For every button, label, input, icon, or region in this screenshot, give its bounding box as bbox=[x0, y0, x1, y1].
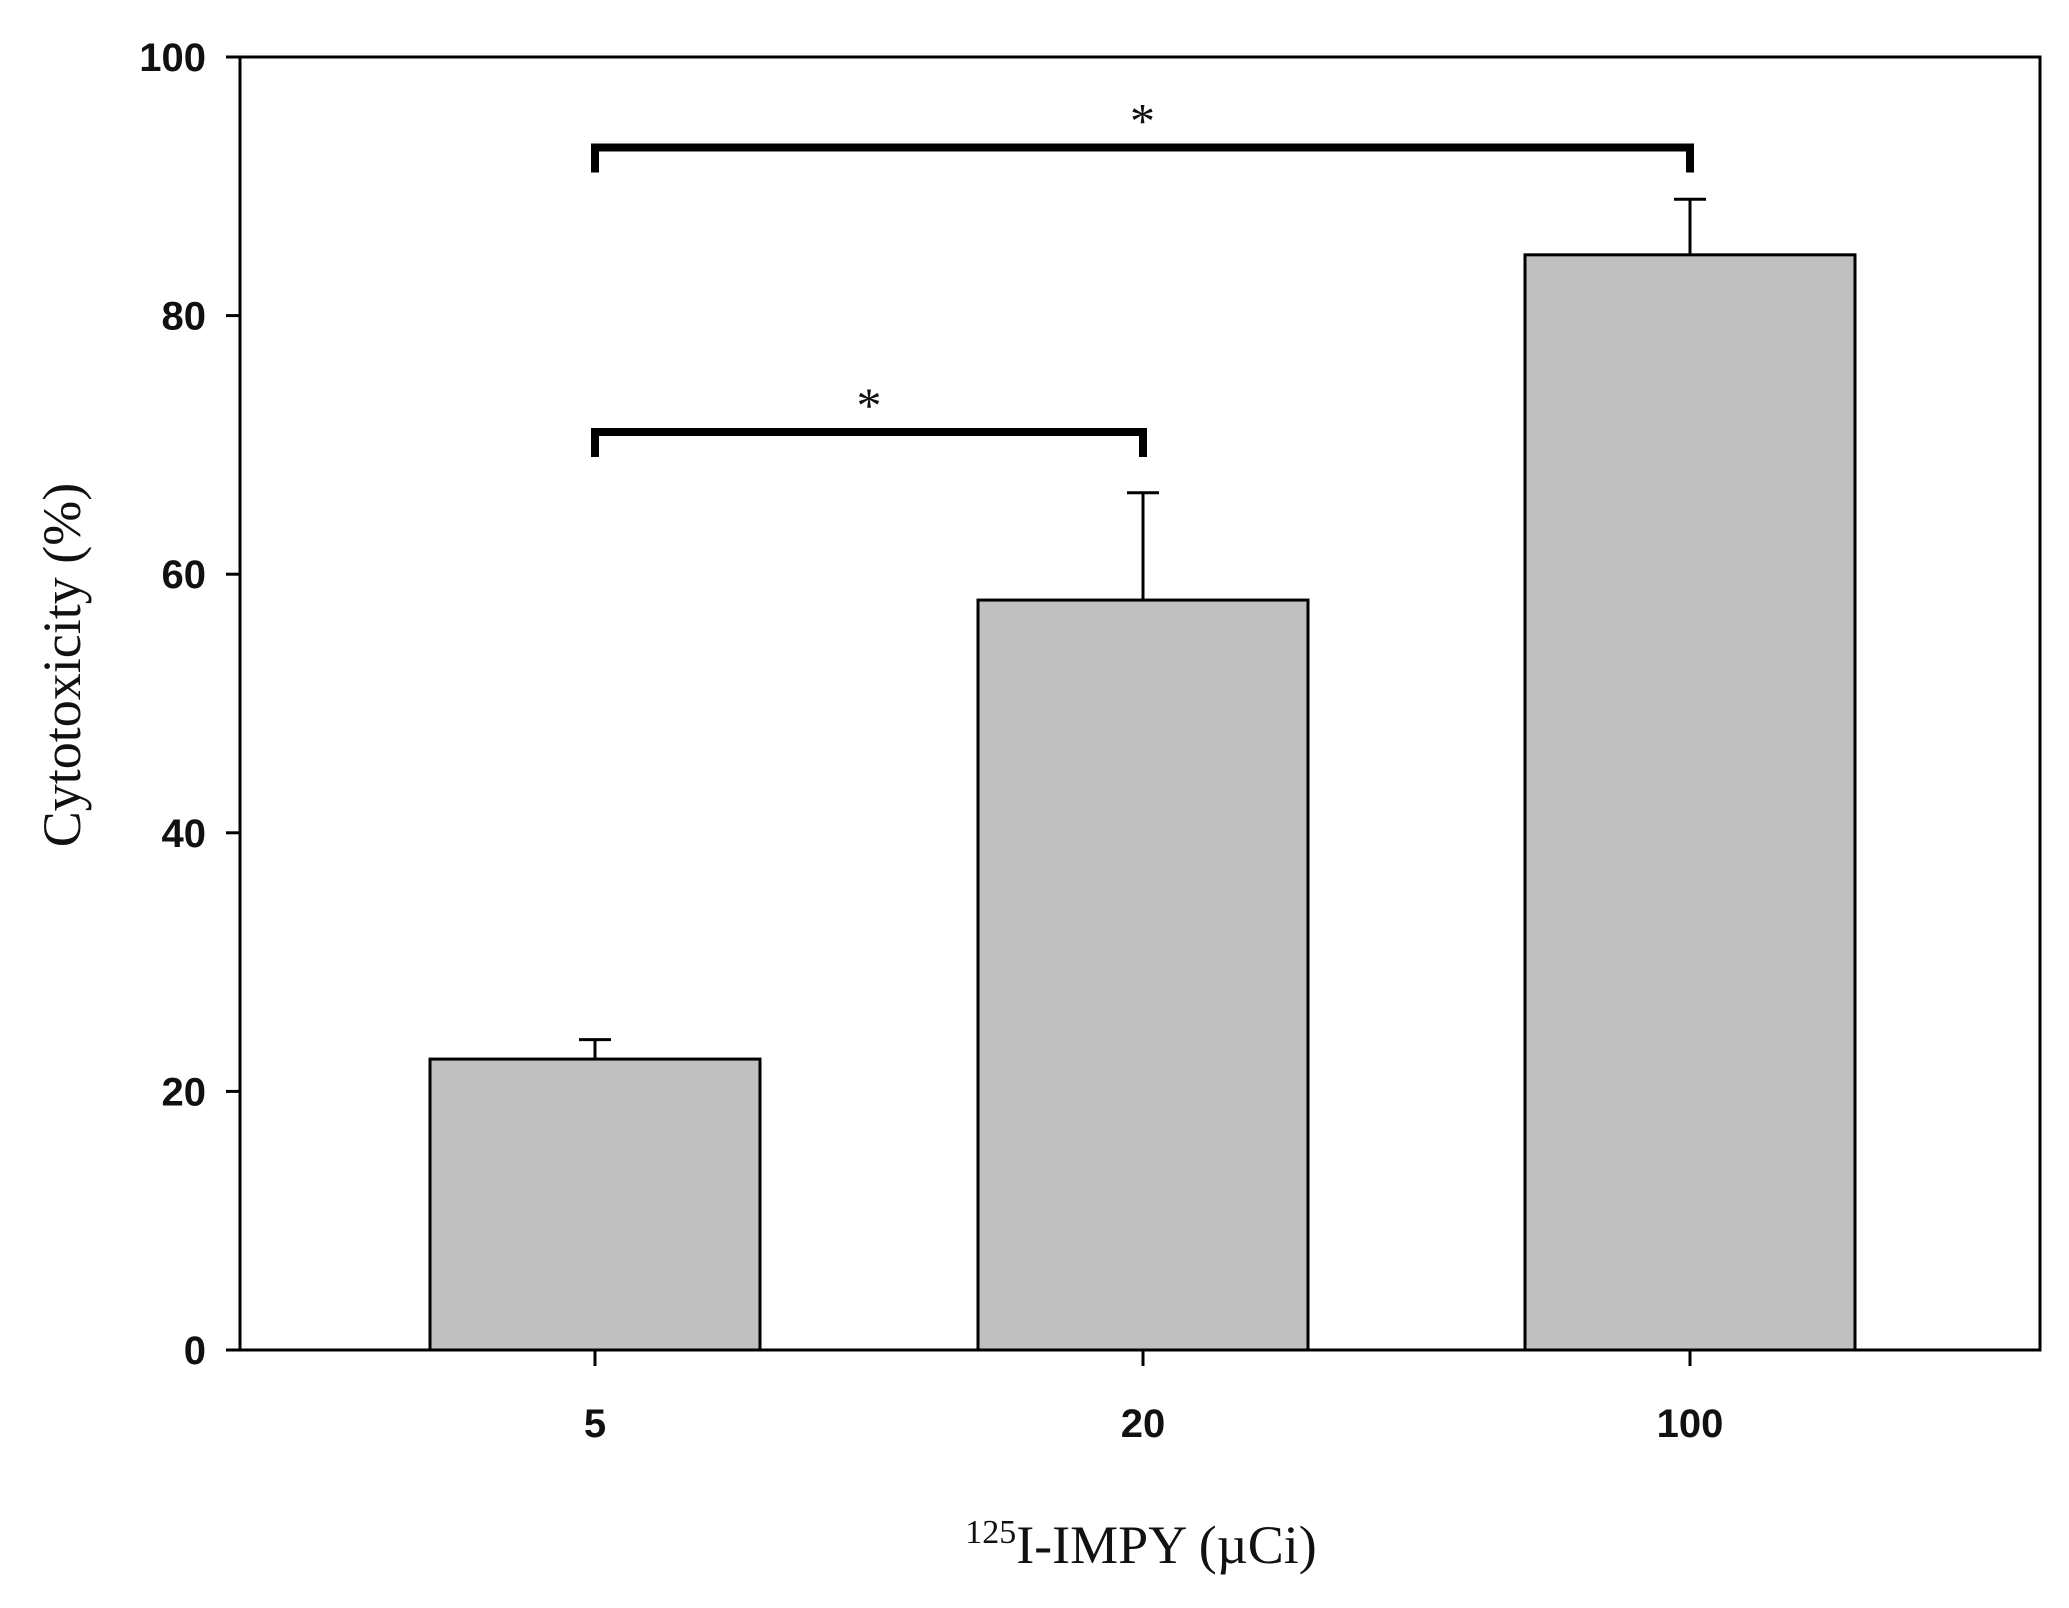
ticks-layer: 0 20 40 60 80 100 5 20 100 bbox=[139, 36, 1723, 1446]
x-tick-label-5: 5 bbox=[584, 1402, 606, 1446]
x-axis-title: 125I-IMPY (µCi) bbox=[965, 1514, 1317, 1575]
x-tick-label-100: 100 bbox=[1657, 1402, 1724, 1446]
y-tick-label-60: 60 bbox=[162, 553, 207, 597]
y-tick-label-40: 40 bbox=[162, 812, 207, 856]
x-axis-title-superscript: 125 bbox=[965, 1514, 1016, 1551]
y-tick-label-100: 100 bbox=[139, 36, 206, 80]
bar-20 bbox=[976, 598, 1310, 1352]
plot-frame bbox=[238, 55, 2042, 1352]
y-tick-label-0: 0 bbox=[184, 1329, 206, 1373]
axes-layer bbox=[238, 55, 2042, 1352]
significance-bracket-2 bbox=[591, 143, 1694, 173]
x-axis-title-main: I-IMPY (µCi) bbox=[1016, 1515, 1317, 1575]
x-tick-label-20: 20 bbox=[1121, 1402, 1166, 1446]
y-tick-label-20: 20 bbox=[162, 1070, 207, 1114]
y-tick-label-80: 80 bbox=[162, 295, 207, 339]
significance-bracket-1 bbox=[591, 427, 1147, 457]
error-bars-layer bbox=[579, 197, 1706, 1060]
bars-layer bbox=[428, 253, 1857, 1352]
bar-100 bbox=[1523, 253, 1857, 1352]
bar-5 bbox=[428, 1057, 762, 1352]
significance-label-2: * bbox=[1130, 93, 1155, 149]
significance-label-1: * bbox=[857, 377, 882, 433]
significance-layer: ** bbox=[591, 93, 1694, 457]
y-axis-title: Cytotoxicity (%) bbox=[32, 483, 92, 847]
